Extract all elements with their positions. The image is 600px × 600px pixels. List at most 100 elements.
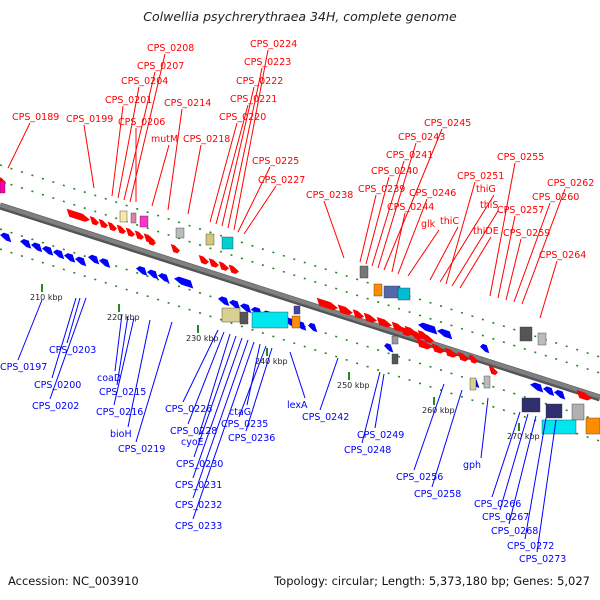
reverse-gene-label: gph (463, 460, 481, 471)
forward-callout-line (83, 124, 95, 189)
forward-gene-label: CPS_0239 (358, 184, 405, 195)
reverse-gene-label: CPS_0272 (507, 541, 554, 552)
forward-callout-line (243, 185, 277, 235)
forward-gene-arrow (352, 309, 364, 319)
forward-gene-arrow (422, 333, 434, 344)
reverse-gene-arrow (543, 386, 555, 396)
forward-callout-line (221, 86, 255, 227)
feature-box (139, 215, 149, 228)
forward-gene-label: CPS_0264 (539, 250, 586, 261)
reverse-callout-line (192, 337, 243, 479)
feature-box (537, 332, 547, 346)
reverse-gene-arrow (174, 276, 194, 289)
reverse-callout-line (51, 297, 77, 379)
scale-tick-label: 250 kbp (337, 381, 370, 390)
forward-gene-arrow (170, 244, 180, 254)
reverse-gene-label: CPS_0216 (96, 407, 143, 418)
scale-tick-label: 270 kbp (507, 432, 540, 441)
forward-gene-label: CPS_0201 (105, 95, 152, 106)
reverse-callout-line (114, 313, 123, 372)
reverse-gene-label: CPS_0249 (357, 430, 404, 441)
reverse-gene-label: CPS_0226 (165, 404, 212, 415)
forward-gene-label: mutM (151, 134, 178, 145)
reverse-gene-label: CPS_0258 (414, 489, 461, 500)
reverse-gene-label: CPS_0235 (221, 419, 268, 430)
feature-box (397, 287, 411, 301)
reverse-gene-arrow (99, 258, 111, 268)
forward-gene-arrow (116, 224, 126, 235)
reverse-gene-label: CPS_0203 (49, 345, 96, 356)
reverse-gene-label: CPS_0232 (175, 500, 222, 511)
forward-gene-arrow (576, 389, 592, 401)
forward-gene-label: CPS_0206 (118, 117, 165, 128)
forward-gene-label: CPS_0241 (386, 150, 433, 161)
forward-callout-line (359, 194, 377, 263)
reverse-gene-arrow (88, 254, 100, 265)
feature-box (383, 285, 401, 299)
forward-callout-line (391, 212, 406, 273)
forward-gene-label: CPS_0207 (137, 61, 184, 72)
reverse-gene-label: CPS_0197 (0, 362, 47, 373)
forward-gene-label: thiG (476, 184, 496, 195)
forward-gene-label: CPS_0238 (306, 190, 353, 201)
reverse-gene-arrow (218, 296, 230, 306)
forward-gene-label: CPS_0204 (121, 76, 168, 87)
reverse-gene-arrow (42, 246, 54, 256)
scale-tick-label: 210 kbp (30, 293, 63, 302)
reverse-gene-arrow (20, 239, 32, 249)
forward-callout-line (429, 226, 459, 281)
forward-callout-line (123, 71, 156, 201)
forward-callout-line (539, 260, 558, 319)
forward-gene-label: CPS_0244 (387, 202, 434, 213)
forward-gene-arrow (457, 351, 469, 362)
feature-box (359, 265, 369, 279)
genome-backbone (0, 203, 600, 399)
reverse-callout-line (499, 413, 529, 511)
forward-callout-line (365, 176, 390, 265)
reverse-callout-line (289, 351, 306, 399)
reverse-gene-arrow (0, 232, 12, 243)
forward-gene-label: CPS_0243 (398, 132, 445, 143)
forward-gene-arrow (66, 208, 90, 222)
reverse-gene-label: CPS_0242 (302, 412, 349, 423)
forward-gene-label: CPS_0224 (250, 39, 297, 50)
feature-box (221, 236, 234, 250)
forward-callout-line (233, 49, 269, 231)
feature-box (205, 233, 215, 246)
reverse-gene-arrow (75, 256, 87, 267)
feature-box (119, 210, 128, 223)
forward-gene-arrow (488, 365, 498, 376)
forward-gene-arrow (228, 264, 239, 275)
reverse-gene-label: CPS_0266 (474, 499, 521, 510)
feature-box (521, 397, 541, 413)
reverse-callout-line (491, 411, 521, 498)
forward-gene-label: thiS (480, 200, 498, 211)
feature-box (0, 180, 6, 194)
reverse-callout-line (113, 317, 135, 406)
forward-gene-label: CPS_0245 (424, 118, 471, 129)
reverse-gene-label: CPS_0230 (176, 459, 223, 470)
reverse-callout-line (413, 383, 445, 471)
forward-gene-label: CPS_0223 (244, 57, 291, 68)
scale-tick-label: 230 kbp (186, 334, 219, 343)
reverse-gene-label: CPS_0268 (491, 526, 538, 537)
reverse-gene-arrow (480, 343, 490, 354)
forward-callout-line (371, 160, 405, 267)
reverse-callout-line (17, 299, 43, 361)
reverse-callout-line (508, 415, 537, 525)
reverse-callout-line (66, 297, 81, 344)
reverse-callout-line (319, 357, 339, 411)
feature-box (175, 227, 185, 239)
reverse-gene-label: CPS_0202 (32, 401, 79, 412)
forward-gene-label: CPS_0259 (503, 228, 550, 239)
reverse-callout-line (374, 373, 385, 429)
forward-gene-arrow (411, 330, 423, 340)
reverse-gene-label: CPS_0233 (175, 521, 222, 532)
genome-title: Colwellia psychrerythraea 34H, complete … (143, 9, 457, 24)
feature-box (469, 377, 477, 391)
reverse-callout-line (238, 345, 267, 418)
reverse-callout-line (524, 417, 547, 540)
forward-gene-arrow (146, 236, 156, 246)
reverse-callout-line (480, 397, 489, 459)
forward-gene-label: CPS_0262 (547, 178, 594, 189)
